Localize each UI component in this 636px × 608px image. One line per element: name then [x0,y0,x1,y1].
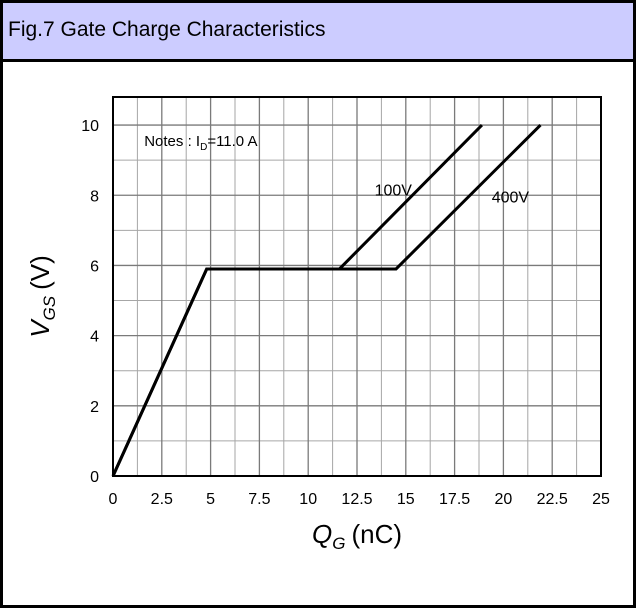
major-gridlines [113,97,601,476]
series-label-400v: 400V [492,189,530,206]
notes-prefix: Notes : I [144,133,200,150]
y-tick-label: 0 [90,469,99,486]
y-tick-label: 4 [90,329,99,346]
figure-header: Fig.7 Gate Charge Characteristics [3,3,633,62]
x-axis-subscript: G [332,534,345,553]
y-tick-label: 10 [81,118,99,135]
y-axis-symbol: V [25,318,55,338]
x-axis-title: QG (nC) [312,519,402,553]
x-tick-label: 22.5 [537,491,568,508]
x-tick-labels: 0 2.5 5 7.5 10 12.5 15 17.5 20 22.5 25 [109,491,610,508]
y-tick-label: 2 [90,399,99,416]
y-axis-title: VGS (V) [25,255,59,338]
x-tick-label: 17.5 [439,491,470,508]
notes-value: =11.0 A [207,133,257,150]
plot-area-border [112,96,602,477]
x-tick-label: 0 [109,491,118,508]
gate-charge-chart: 0 2.5 5 7.5 10 12.5 15 17.5 20 22.5 25 0 2 4 6 8 10 100… [25,96,610,553]
y-tick-label: 6 [90,258,99,275]
x-tick-label: 12.5 [341,491,372,508]
x-tick-label: 20 [495,491,513,508]
x-tick-label: 2.5 [151,491,173,508]
x-tick-label: 10 [299,491,317,508]
x-tick-label: 15 [397,491,415,508]
figure-title: Fig.7 Gate Charge Characteristics [8,18,326,41]
y-axis-subscript: GS [40,295,59,320]
x-axis-symbol: Q [312,519,332,549]
notes-subscript: D [200,142,207,153]
series-label-100v: 100V [375,182,413,199]
y-axis-unit: (V) [25,255,55,290]
x-tick-label: 25 [592,491,610,508]
y-tick-labels: 0 2 4 6 8 10 [81,118,99,486]
x-tick-label: 5 [206,491,215,508]
series-lines [111,124,542,477]
y-tick-label: 8 [90,188,99,205]
notes-label: Notes : ID=11.0 A [144,133,257,153]
x-tick-label: 7.5 [248,491,270,508]
series-line-400v [111,124,542,477]
x-axis-unit: (nC) [351,519,402,549]
series-annotations: 100V 400V [375,182,530,206]
